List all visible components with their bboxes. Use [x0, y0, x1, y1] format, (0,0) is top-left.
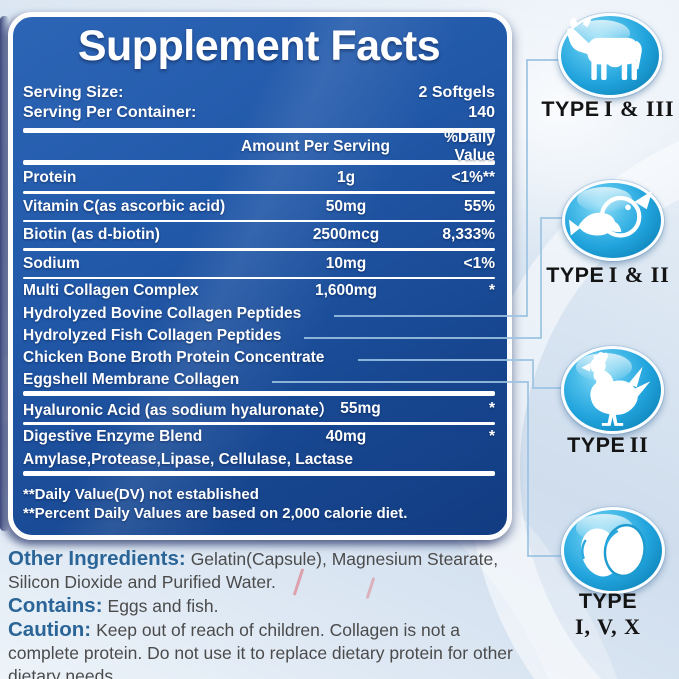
caution-text: Keep out of reach of children. Collagen …: [8, 620, 513, 679]
sub-ingredient: Eggshell Membrane Collagen: [23, 371, 240, 389]
table-row: Protein 1g <1%**: [23, 165, 495, 191]
divider: [23, 191, 495, 194]
table-header: Amount Per Serving %Daily Value: [23, 129, 495, 164]
table-row: Sodium 10mg <1%: [23, 251, 495, 277]
col-header-amount: Amount Per Serving: [241, 137, 390, 155]
eggs-icon: [561, 507, 665, 594]
table-row: Biotin (as d-biotin) 2500mcg 8,333%: [23, 222, 495, 248]
ingredient-amount: 55mg: [340, 400, 381, 418]
ingredient-dv: *: [488, 427, 495, 445]
ingredient-dv: <1%**: [451, 169, 495, 187]
caution-label: Caution:: [8, 618, 92, 641]
supplement-facts-panel: Supplement Facts Serving Size: 2 Softgel…: [8, 12, 512, 540]
ingredient-name: Biotin (as d-biotin): [23, 226, 160, 244]
serving-size-value: 2 Softgels: [418, 84, 495, 102]
divider: [23, 422, 495, 425]
sub-ingredient: Amylase,Protease,Lipase, Cellulase, Lact…: [23, 450, 353, 468]
other-ingredients: Other Ingredients: Gelatin(Capsule), Magn…: [8, 547, 516, 594]
contains: Contains: Eggs and fish.: [8, 594, 516, 618]
footnote-line: **Daily Value(DV) not established: [23, 485, 259, 503]
ingredient-dv: 55%: [463, 197, 495, 215]
ingredient-dv: 8,333%: [442, 226, 495, 244]
divider: [23, 276, 495, 280]
type-label-cow: TYPE I & III: [541, 96, 675, 121]
divider-thick: [23, 391, 495, 397]
type-label-eggs: TYPE I, V, X: [574, 589, 642, 639]
ingredient-name: Vitamin C(as ascorbic acid): [23, 197, 226, 215]
ingredient-amount: 10mg: [325, 254, 367, 272]
ingredient-dv: *: [488, 282, 495, 300]
serving-container-row: Serving Per Container: 140: [23, 103, 495, 123]
caution: Caution: Keep out of reach of children. C…: [8, 618, 516, 679]
ingredient-amount: 50mg: [325, 197, 367, 215]
sub-ingredient: Hydrolyzed Fish Collagen Peptides: [23, 327, 282, 345]
type-label-fish: TYPE I & II: [546, 262, 670, 287]
divider-thick: [23, 128, 495, 134]
chicken-icon: [561, 346, 664, 434]
sub-ingredient: Chicken Bone Broth Protein Concentrate: [23, 349, 325, 367]
ingredient-name: Sodium: [23, 254, 80, 272]
sub-ingredient: Hydrolyzed Bovine Collagen Peptides: [23, 305, 302, 323]
table-row: Multi Collagen Complex 1,600mg *: [23, 279, 495, 303]
ingredient-amount: 1,600mg: [314, 282, 378, 300]
footnote-line: **Percent Daily Values are based on 2,00…: [23, 505, 408, 523]
type-label-chicken: TYPE II: [567, 432, 649, 457]
serving-container-label: Serving Per Container:: [23, 104, 197, 122]
contains-text: Eggs and fish.: [107, 596, 219, 616]
divider: [23, 219, 495, 223]
contains-label: Contains:: [8, 594, 103, 617]
ingredient-name: Multi Collagen Complex: [23, 282, 199, 300]
serving-container-value: 140: [468, 104, 495, 122]
serving-block: Serving Size: 2 Softgels Serving Per Con…: [23, 83, 495, 123]
serving-size-label: Serving Size:: [23, 84, 124, 102]
fish-icon: [562, 180, 664, 261]
ingredient-name: Hyaluronic Acid (as sodium hyaluronate）: [23, 402, 335, 420]
panel-edge-shadow: [0, 16, 9, 531]
ingredient-name: Digestive Enzyme Blend: [23, 427, 203, 445]
panel-title: Supplement Facts: [77, 22, 441, 70]
ingredient-dv: <1%: [463, 254, 495, 272]
divider-thick: [23, 470, 495, 476]
ingredient-name: Protein: [23, 169, 77, 187]
bottom-text: Other Ingredients: Gelatin(Capsule), Magn…: [8, 547, 516, 679]
ingredient-amount: 2500mcg: [312, 226, 380, 244]
table-row: Hyaluronic Acid (as sodium hyaluronate） …: [23, 396, 495, 422]
ingredient-amount: 1g: [336, 169, 356, 187]
divider: [23, 248, 495, 251]
table-row: Digestive Enzyme Blend 40mg *: [23, 425, 495, 449]
divider-thick: [23, 160, 495, 166]
table-row: Vitamin C(as ascorbic acid) 50mg 55%: [23, 194, 495, 220]
serving-size-row: Serving Size: 2 Softgels: [23, 83, 495, 103]
ingredient-dv: *: [488, 400, 495, 418]
cow-icon: [558, 13, 662, 98]
other-ingredients-label: Other Ingredients:: [8, 547, 186, 570]
footnotes: **Daily Value(DV) not established **Perc…: [23, 485, 495, 524]
col-header-dv: %Daily Value: [444, 128, 495, 164]
ingredient-amount: 40mg: [325, 427, 367, 445]
